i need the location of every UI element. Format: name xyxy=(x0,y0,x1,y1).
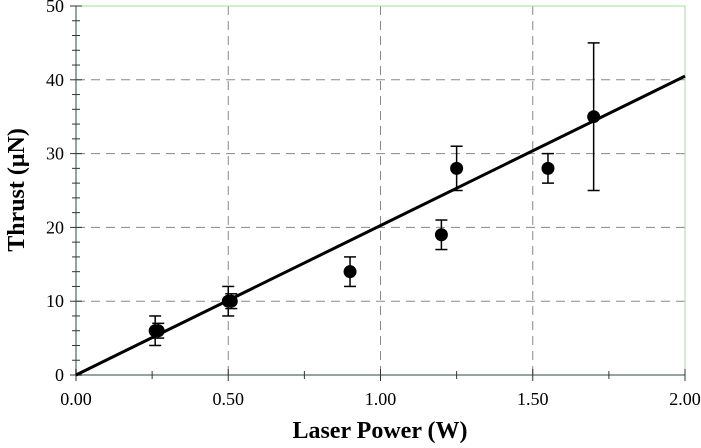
data-point xyxy=(343,265,357,279)
data-point xyxy=(151,324,165,338)
y-tick-label: 40 xyxy=(46,70,64,90)
y-axis-label: Thrust (μN) xyxy=(4,128,30,252)
x-axis-label: Laser Power (W) xyxy=(292,418,467,443)
y-tick-label: 30 xyxy=(46,144,64,164)
x-tick-label: 0.50 xyxy=(213,389,245,409)
y-tick-label: 10 xyxy=(46,291,64,311)
data-point xyxy=(434,228,448,242)
data-point xyxy=(450,161,464,175)
tick-labels: 0 10 20 30 40 50 0.00 0.50 1.00 1.50 2.00 xyxy=(46,0,701,409)
y-tick-label: 20 xyxy=(46,217,64,237)
data-points xyxy=(148,42,601,347)
data-point xyxy=(541,161,555,175)
y-tick-label: 0 xyxy=(55,365,64,385)
x-tick-label: 0.00 xyxy=(60,389,92,409)
linear-fit-line xyxy=(75,74,686,377)
x-tick-label: 1.00 xyxy=(365,389,397,409)
x-tick-label: 1.50 xyxy=(517,389,549,409)
y-tick-label: 50 xyxy=(46,0,64,16)
x-tick-label: 2.00 xyxy=(669,389,701,409)
axes xyxy=(70,5,686,381)
data-point xyxy=(587,110,601,124)
data-point xyxy=(224,294,238,308)
fit-line xyxy=(75,74,686,377)
